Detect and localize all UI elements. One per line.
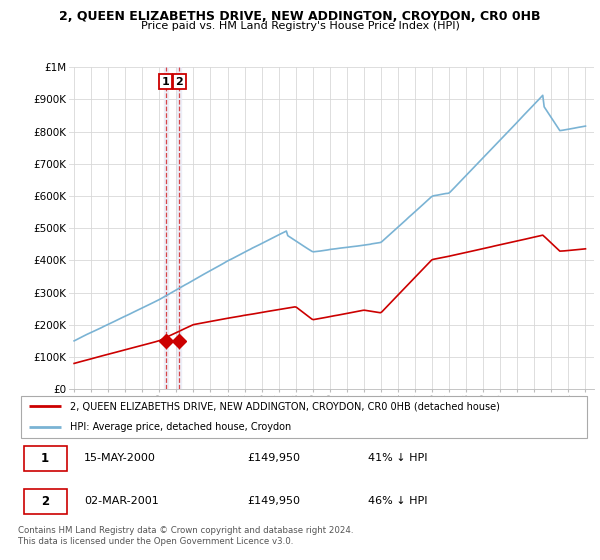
FancyBboxPatch shape xyxy=(21,395,587,438)
FancyBboxPatch shape xyxy=(24,446,67,470)
Text: 2: 2 xyxy=(175,77,183,87)
Text: 02-MAR-2001: 02-MAR-2001 xyxy=(84,496,158,506)
Bar xyxy=(177,67,181,389)
Text: Price paid vs. HM Land Registry's House Price Index (HPI): Price paid vs. HM Land Registry's House … xyxy=(140,21,460,31)
Text: 2: 2 xyxy=(41,494,49,508)
Text: 2, QUEEN ELIZABETHS DRIVE, NEW ADDINGTON, CROYDON, CR0 0HB (detached house): 2, QUEEN ELIZABETHS DRIVE, NEW ADDINGTON… xyxy=(70,401,499,411)
Text: HPI: Average price, detached house, Croydon: HPI: Average price, detached house, Croy… xyxy=(70,422,291,432)
Text: 2, QUEEN ELIZABETHS DRIVE, NEW ADDINGTON, CROYDON, CR0 0HB: 2, QUEEN ELIZABETHS DRIVE, NEW ADDINGTON… xyxy=(59,10,541,23)
FancyBboxPatch shape xyxy=(24,489,67,514)
Text: £149,950: £149,950 xyxy=(247,496,300,506)
Text: £149,950: £149,950 xyxy=(247,453,300,463)
Bar xyxy=(164,67,167,389)
Text: 41% ↓ HPI: 41% ↓ HPI xyxy=(368,453,427,463)
Text: 15-MAY-2000: 15-MAY-2000 xyxy=(84,453,156,463)
Text: 46% ↓ HPI: 46% ↓ HPI xyxy=(368,496,427,506)
Text: Contains HM Land Registry data © Crown copyright and database right 2024.
This d: Contains HM Land Registry data © Crown c… xyxy=(18,526,353,546)
Text: 1: 1 xyxy=(162,77,170,87)
Text: 1: 1 xyxy=(41,451,49,465)
